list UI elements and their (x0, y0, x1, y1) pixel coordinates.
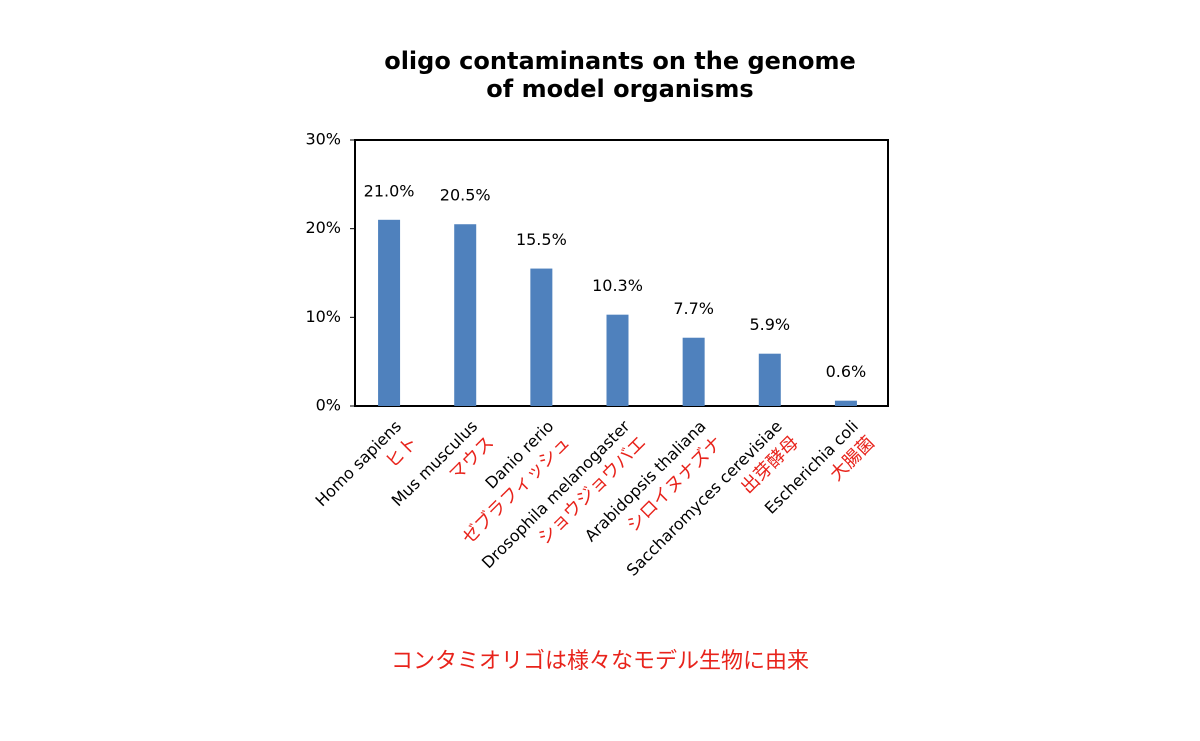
bar (758, 353, 781, 406)
y-tick-label: 0% (316, 396, 341, 415)
y-tick-label: 20% (305, 218, 341, 237)
y-tick-label: 30% (305, 130, 341, 149)
value-label: 21.0% (364, 181, 415, 200)
value-label: 10.3% (592, 276, 643, 295)
value-label: 15.5% (516, 230, 567, 249)
bar (454, 224, 477, 406)
y-tick-label: 10% (305, 307, 341, 326)
value-label: 7.7% (673, 299, 714, 318)
value-label: 20.5% (440, 186, 491, 205)
value-label: 0.6% (826, 362, 867, 381)
bar (530, 268, 553, 406)
value-label: 5.9% (749, 315, 790, 334)
bar (834, 400, 857, 406)
bar (682, 337, 705, 406)
caption: コンタミオリゴは様々なモデル生物に由来 (391, 649, 809, 674)
chart-title-line: oligo contaminants on the genome (384, 47, 856, 75)
chart-title-line: of model organisms (486, 75, 753, 103)
bar (606, 314, 629, 406)
bar (378, 219, 401, 406)
